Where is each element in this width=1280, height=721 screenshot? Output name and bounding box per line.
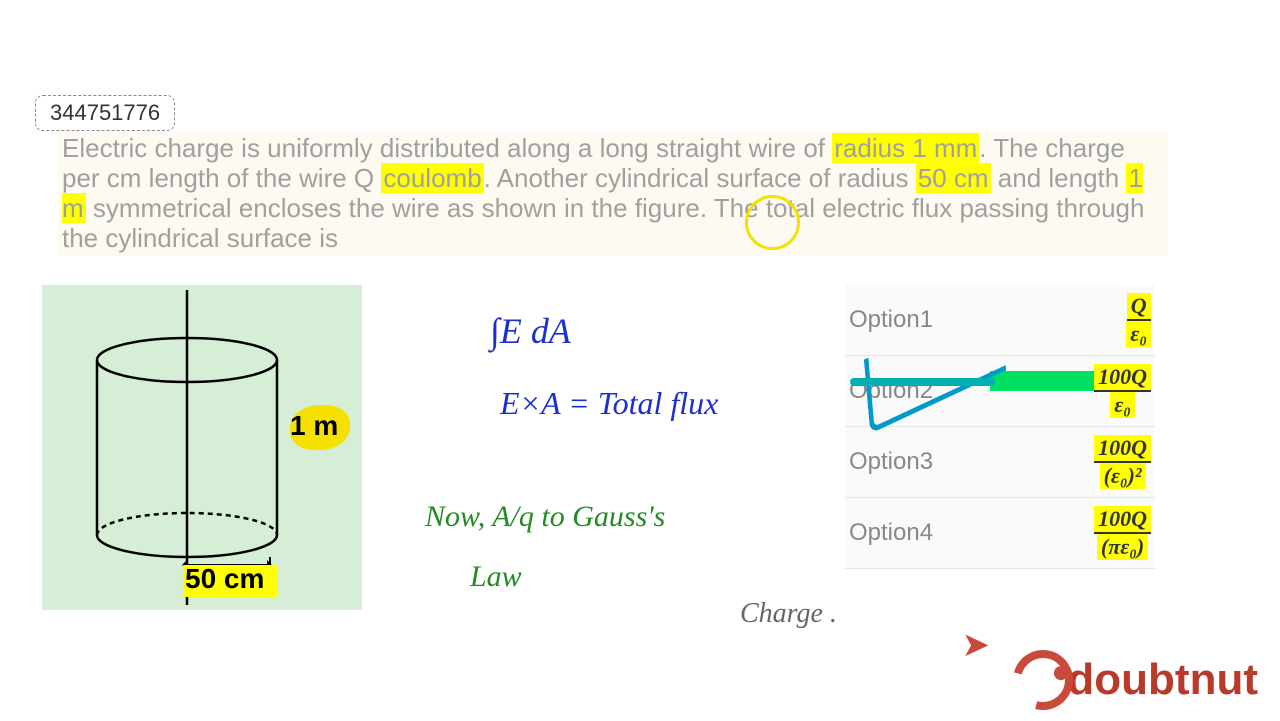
option-3-label: Option3	[849, 448, 933, 476]
question-text: Electric charge is uniformly distributed…	[58, 132, 1168, 256]
q-h2: coulomb	[381, 163, 483, 193]
radius-label: 50 cm	[185, 563, 264, 595]
option-1-formula: Q ε₀	[1126, 293, 1151, 347]
option-4[interactable]: Option4 100Q (πε₀)	[845, 498, 1155, 569]
option-2-formula: 100Q ε₀	[1094, 364, 1151, 418]
question-id: 344751776	[35, 95, 175, 131]
q-h1: radius 1 mm	[832, 133, 979, 163]
option-4-formula: 100Q (πε₀)	[1094, 506, 1151, 560]
cursor-icon: ➤	[962, 625, 991, 665]
logo-text: doubtnut	[1067, 655, 1258, 705]
q-pre: Electric charge is uniformly distributed…	[62, 133, 832, 163]
q-h3: 50 cm	[916, 163, 991, 193]
handwriting-flux-eq: E×A = Total flux	[500, 385, 718, 422]
cyan-strike-opt2	[850, 378, 995, 386]
green-highlight-opt2	[990, 371, 1110, 391]
q-m3: and length	[991, 163, 1127, 193]
doubtnut-logo: doubtnut	[1013, 650, 1258, 710]
q-m2: . Another cylindrical surface of radius	[484, 163, 916, 193]
height-label: 1 m	[290, 410, 338, 442]
logo-icon	[1002, 639, 1084, 721]
option-3[interactable]: Option3 100Q (ε₀)²	[845, 427, 1155, 498]
handwriting-charge: Charge .	[740, 598, 837, 630]
option-3-formula: 100Q (ε₀)²	[1094, 435, 1151, 489]
handwriting-integral: ∫E dA	[490, 310, 571, 352]
handwriting-gauss-2: Law	[470, 560, 522, 594]
q-post: symmetrical encloses the wire as shown i…	[62, 193, 1144, 253]
option-1-label: Option1	[849, 306, 933, 334]
option-4-label: Option4	[849, 519, 933, 547]
handwriting-gauss-1: Now, A/q to Gauss's	[425, 500, 665, 534]
yellow-circle-annotation	[745, 195, 800, 250]
